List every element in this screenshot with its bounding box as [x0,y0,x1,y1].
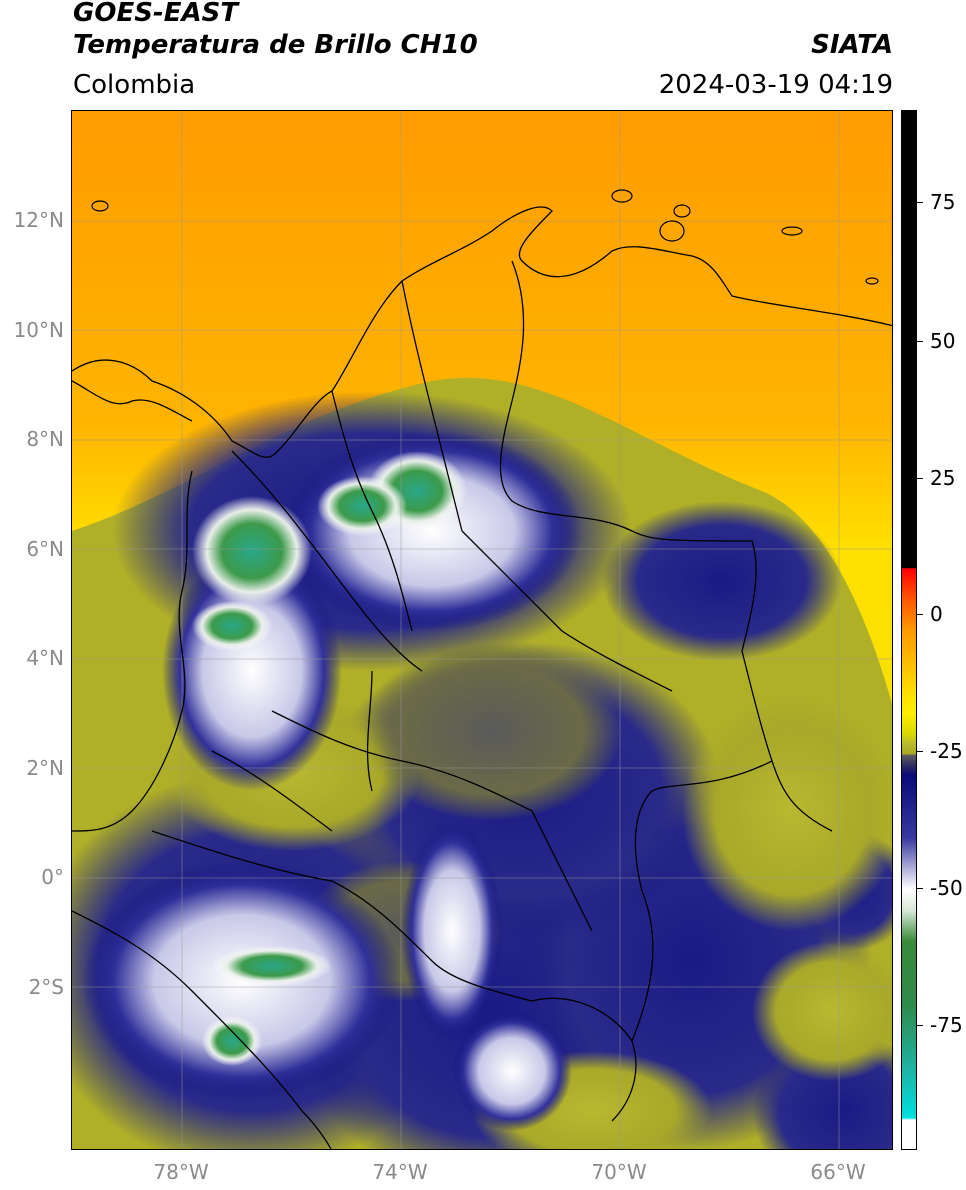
cold-core [202,1016,262,1066]
lat-label: 0° [41,865,64,889]
olive-patch [752,941,892,1081]
colorbar-tick [917,888,923,889]
lon-label: 78°W [153,1160,209,1184]
colorbar-gradient [902,111,916,1149]
lat-label: 4°N [26,646,64,670]
cold-core [317,476,407,536]
lat-label: 2°N [26,756,64,780]
colorbar-tick-label: 75 [930,190,956,214]
source-label: SIATA [811,30,893,60]
satellite-title: GOES-EAST [73,0,239,28]
colorbar-tick [917,614,923,615]
map-canvas [72,111,892,1149]
lon-label: 70°W [591,1160,647,1184]
lat-label: 8°N [26,427,64,451]
gray-patch [362,641,622,821]
colorbar-tick [917,478,923,479]
colorbar-tick-label: 50 [930,329,956,353]
colorbar-tick-label: 0 [930,602,943,626]
cloud-top [452,1011,572,1131]
cold-core [192,601,272,651]
lat-label: 10°N [13,318,64,342]
lon-label: 74°W [372,1160,428,1184]
colorbar-tick-label: -50 [930,876,963,900]
lon-label: 66°W [810,1160,866,1184]
datetime-label: 2024-03-19 04:19 [658,70,893,100]
borders [72,206,892,1149]
colorbar-tick [917,1025,923,1026]
satellite-map[interactable] [71,110,893,1150]
colorbar-tick [917,341,923,342]
lat-label: 2°S [28,975,64,999]
lat-label: 6°N [26,537,64,561]
olive-patch [682,691,892,931]
cloud-top [402,821,502,1041]
colorbar-tick-label: -25 [930,739,963,763]
cloud-band [602,501,842,661]
lat-label: 12°N [13,208,64,232]
colorbar-tick-label: -75 [930,1013,963,1037]
colorbar-tick-label: 25 [930,466,956,490]
colorbar-tick [917,202,923,203]
region-label: Colombia [73,70,196,100]
colorbar-tick [917,751,923,752]
cold-core [212,946,332,986]
product-title: Temperatura de Brillo CH10 [73,30,478,60]
cold-core [192,496,312,606]
islands [91,189,879,285]
colorbar [901,110,917,1150]
